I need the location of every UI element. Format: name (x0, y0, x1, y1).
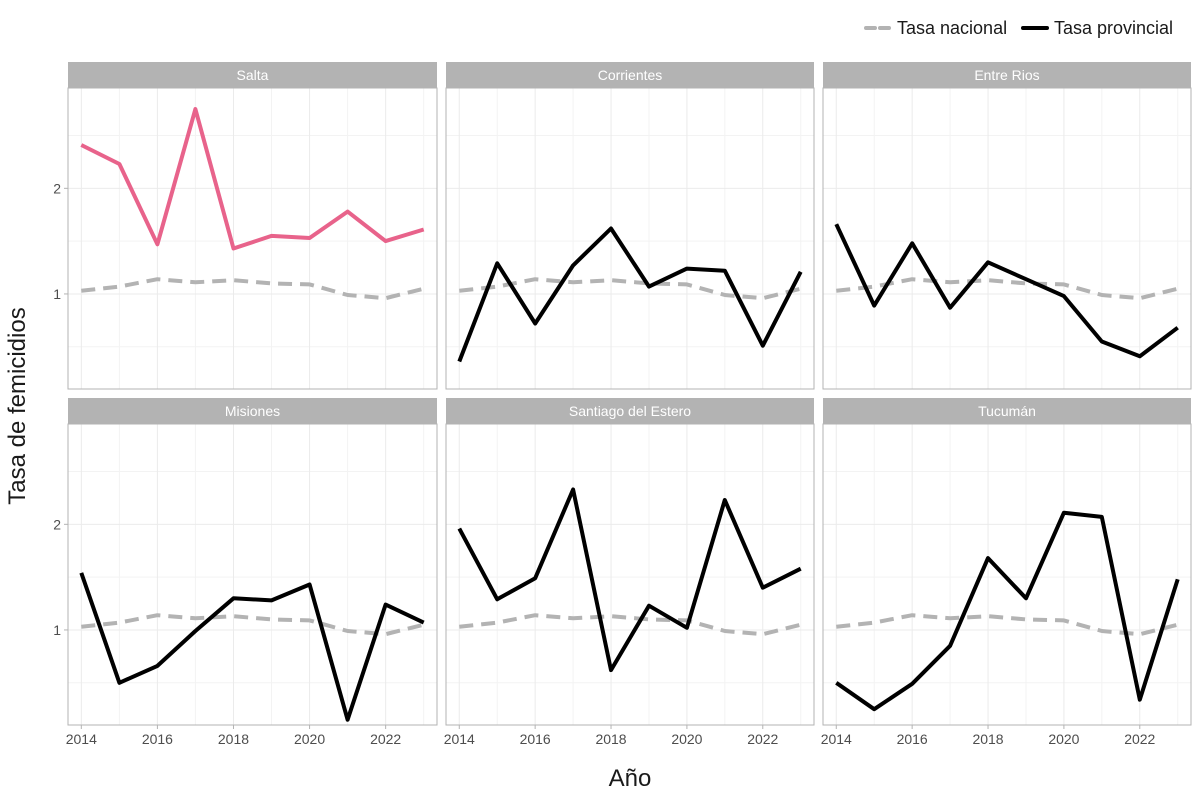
series-line-tasa-provincial (835, 510, 1180, 712)
y-axis-label: Tasa de femicidios (4, 307, 31, 504)
panel-background (446, 424, 814, 725)
series-line-tasa-nacional (81, 613, 425, 637)
series-line-tasa-nacional (81, 277, 425, 301)
x-tick-label: 2018 (595, 731, 626, 747)
panel-border (67, 87, 438, 390)
x-tick-label: 2020 (294, 731, 325, 747)
x-tick-label: 2018 (218, 731, 249, 747)
series-line-tasa-nacional (459, 613, 802, 637)
x-tick-label: 2016 (142, 731, 173, 747)
series-line-tasa-provincial (834, 223, 1179, 359)
y-tick-label: 1 (53, 286, 61, 302)
legend-label: Tasa nacional (897, 18, 1007, 38)
panel-title: Entre Rios (974, 67, 1039, 83)
panel-misiones: Misiones 1 2 2014 2016 2018 2020 2022 (53, 398, 438, 747)
legend-item-tasa-provincial: Tasa provincial (1021, 18, 1173, 38)
x-tick-label: 2018 (972, 731, 1003, 747)
x-tick-label: 2022 (747, 731, 778, 747)
panel-border (445, 423, 815, 726)
legend: Tasa nacional Tasa provincial (864, 18, 1173, 38)
series-line-tasa-nacional (459, 277, 802, 301)
x-tick-label: 2014 (66, 731, 97, 747)
panel-title: Salta (237, 67, 269, 83)
panel-title: Santiago del Estero (569, 403, 691, 419)
panel-strip (823, 398, 1191, 424)
legend-label: Tasa provincial (1054, 18, 1173, 38)
panel-strip (68, 398, 437, 424)
x-tick-label: 2014 (821, 731, 852, 747)
panel-entre-rios: Entre Rios (822, 62, 1192, 390)
series-line-tasa-nacional (836, 613, 1179, 637)
panel-title: Misiones (225, 403, 280, 419)
series-line-tasa-provincial (457, 226, 803, 363)
y-tick-label: 1 (53, 622, 61, 638)
panel-santiago-del-estero: Santiago del Estero 2014 2016 2018 2020 2022 (444, 398, 815, 747)
panel-strip (823, 62, 1191, 88)
panel-strip (446, 62, 814, 88)
panel-background (446, 88, 814, 389)
panels: Salta 1 2 Corrientes Entre Rios Misiones 1 2 201… (53, 62, 1192, 747)
grid-lines (446, 88, 814, 389)
x-tick-label: 2016 (897, 731, 928, 747)
series-line-tasa-provincial (457, 487, 802, 673)
x-tick-label: 2014 (444, 731, 475, 747)
panel-border (822, 87, 1192, 390)
x-tick-label: 2016 (520, 731, 551, 747)
series-line-tasa-nacional (836, 277, 1179, 301)
x-tick-label: 2022 (1124, 731, 1155, 747)
x-tick-label: 2020 (671, 731, 702, 747)
panel-corrientes: Corrientes (445, 62, 815, 390)
panel-background (823, 424, 1191, 725)
x-axis-label: Año (609, 765, 652, 792)
panel-salta: Salta 1 2 (53, 62, 438, 390)
panel-background (823, 88, 1191, 389)
panel-strip (446, 398, 814, 424)
panel-background (68, 88, 437, 389)
series-line-tasa-provincial (80, 107, 425, 251)
panel-border (445, 87, 815, 390)
panel-background (68, 424, 437, 725)
panel-title: Corrientes (598, 67, 663, 83)
grid-lines (446, 424, 814, 725)
grid-lines (823, 88, 1191, 389)
x-tick-label: 2020 (1048, 731, 1079, 747)
panel-tucuman: Tucumán 2014 2016 2018 2020 2022 (821, 398, 1192, 747)
series-line-tasa-provincial (79, 572, 425, 722)
y-tick-label: 2 (53, 180, 61, 196)
x-tick-label: 2022 (370, 731, 401, 747)
panel-border (822, 423, 1192, 726)
panel-border (67, 423, 438, 726)
panel-title: Tucumán (978, 403, 1036, 419)
grid-lines (68, 424, 437, 725)
legend-item-tasa-nacional: Tasa nacional (864, 18, 1007, 38)
panel-strip (68, 62, 437, 88)
y-tick-label: 2 (53, 516, 61, 532)
